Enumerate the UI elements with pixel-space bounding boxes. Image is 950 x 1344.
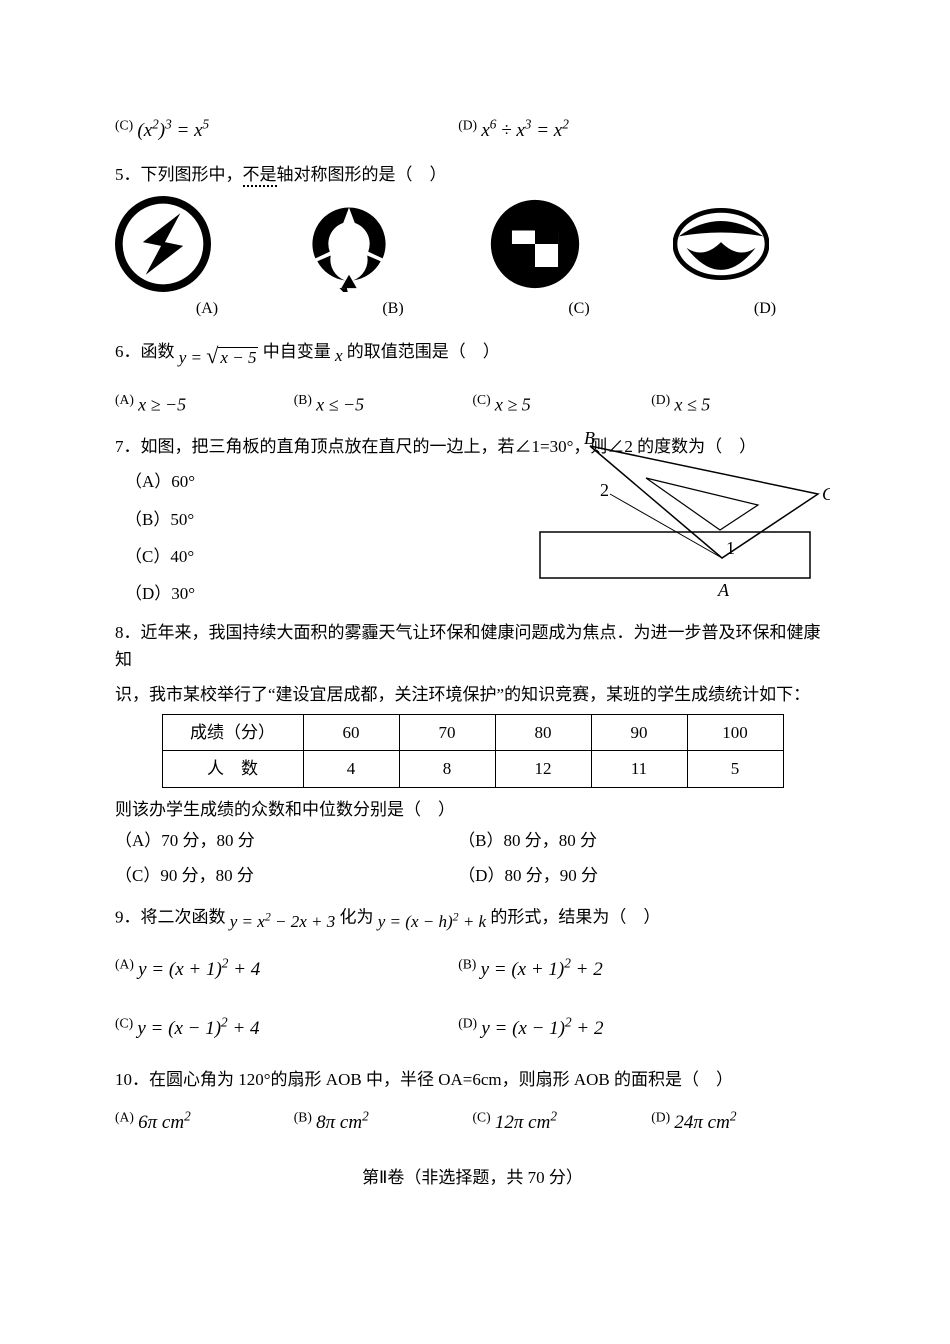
q8-a: （A）70 分，80 分 (115, 827, 458, 854)
q9-sa: 9．将二次函数 (115, 908, 230, 927)
q9-d: y = (x − 1)2 + 2 (481, 1018, 603, 1039)
q7-stem: 7．如图，把三角板的直角顶点放在直尺的一边上，若∠1=30°，则∠2 的度数为（… (115, 433, 830, 460)
q9-c: y = (x − 1)2 + 4 (137, 1018, 259, 1039)
q8-n2: 12 (495, 751, 591, 787)
q4-d-math: x6 ÷ x3 = x2 (481, 120, 569, 141)
q10-c: 12π cm2 (495, 1112, 557, 1133)
q5-shape-a (115, 196, 211, 292)
svg-text:2: 2 (600, 480, 609, 500)
q4-c-label: (C) (115, 118, 133, 133)
q6-d: x ≤ 5 (674, 395, 710, 415)
q10-b: 8π cm2 (316, 1112, 369, 1133)
q9-c-l: (C) (115, 1015, 133, 1030)
q9-sc: 的形式，结果为（ ） (490, 908, 660, 927)
q8-n0: 4 (303, 751, 399, 787)
q8-c3: 90 (591, 715, 687, 751)
q5-b-label: (B) (345, 296, 441, 322)
q8-stem1: 8．近年来，我国持续大面积的雾霾天气让环保和健康问题成为焦点．为进一步普及环保和… (115, 619, 830, 673)
q4-tail-options: (C) (x2)3 = x5 (D) x6 ÷ x3 = x2 (115, 110, 830, 151)
q8-b: （B）80 分，80 分 (458, 827, 801, 854)
q6-stem: 6．函数 y = √x − 5 中自变量 x 的取值范围是（ ） (115, 332, 830, 367)
q6-c: x ≥ 5 (495, 395, 531, 415)
q8-c: （C）90 分，80 分 (115, 862, 458, 889)
q6-c-label: (C) (473, 392, 491, 407)
q6-x: x (335, 346, 343, 365)
q6-b: x ≤ −5 (316, 395, 364, 415)
q6-a-label: (A) (115, 392, 134, 407)
section-2-header: 第Ⅱ卷（非选择题，共 70 分） (115, 1164, 830, 1191)
q10-d-l: (D) (651, 1109, 670, 1124)
q8-c2: 80 (495, 715, 591, 751)
q8-d: （D）80 分，90 分 (458, 862, 801, 889)
q9-b: y = (x + 1)2 + 2 (481, 959, 603, 980)
q8-table: 成绩（分） 60 70 80 90 100 人 数 4 8 12 11 5 (162, 714, 784, 787)
q5-shape-c (487, 196, 583, 292)
q8-c0: 60 (303, 715, 399, 751)
q5-shape-labels: (A) (B) (C) (D) (159, 296, 830, 322)
q6-stem-c: 的取值范围是（ ） (347, 342, 500, 361)
q8-th-count: 人 数 (162, 751, 303, 787)
q6-radicand: x − 5 (220, 348, 256, 367)
q9-stem: 9．将二次函数 y = x2 − 2x + 3 化为 y = (x − h)2 … (115, 903, 830, 931)
q8-c4: 100 (687, 715, 783, 751)
q9-f1: y = x2 − 2x + 3 (230, 912, 336, 931)
q8-n4: 5 (687, 751, 783, 787)
q9-a: y = (x + 1)2 + 4 (138, 959, 260, 980)
q9-b-l: (B) (458, 957, 476, 972)
q8-stem3: 则该办学生成绩的众数和中位数分别是（ ） (115, 796, 830, 823)
q6-d-label: (D) (651, 392, 670, 407)
svg-text:C: C (822, 484, 830, 504)
q8-n1: 8 (399, 751, 495, 787)
q9-d-l: (D) (458, 1015, 477, 1030)
q10-a-l: (A) (115, 1109, 134, 1124)
q5-emph: 不是 (243, 165, 277, 187)
q9-a-l: (A) (115, 957, 134, 972)
q5-stem: 5．下列图形中，不是轴对称图形的是（ ） (115, 161, 830, 188)
q6-a: x ≥ −5 (138, 395, 186, 415)
q10-d: 24π cm2 (674, 1112, 736, 1133)
q5-c-label: (C) (531, 296, 627, 322)
q5-a-label: (A) (159, 296, 255, 322)
q8-stem2: 识，我市某校举行了“建设宜居成都，关注环境保护”的知识竞赛，某班的学生成绩统计如… (115, 681, 830, 708)
q6-stem-a: 6．函数 (115, 342, 179, 361)
q8-c1: 70 (399, 715, 495, 751)
q8-th-score: 成绩（分） (162, 715, 303, 751)
q9-sb: 化为 (340, 908, 378, 927)
q10-stem: 10．在圆心角为 120°的扇形 AOB 中，半径 OA=6cm，则扇形 AOB… (115, 1066, 830, 1093)
q8-n3: 11 (591, 751, 687, 787)
q6-b-label: (B) (294, 392, 312, 407)
q4-c-math: (x2)3 = x5 (137, 120, 209, 141)
q5-shape-d (673, 196, 769, 292)
svg-text:1: 1 (726, 538, 735, 558)
q5-shape-b (301, 196, 397, 292)
q5-d-label: (D) (717, 296, 813, 322)
q9-f2: y = (x − h)2 + k (378, 912, 486, 931)
q10-a: 6π cm2 (138, 1112, 191, 1133)
q6-stem-b: 中自变量 (263, 342, 335, 361)
q5-stem-b: 轴对称图形的是（ ） (277, 165, 447, 184)
q4-d-label: (D) (458, 118, 477, 133)
q10-b-l: (B) (294, 1109, 312, 1124)
svg-text:A: A (717, 580, 730, 600)
q6-y-lhs: y = (179, 348, 202, 367)
q10-stem-text: 10．在圆心角为 120°的扇形 AOB 中，半径 OA=6cm，则扇形 AOB… (115, 1070, 733, 1089)
q5-stem-a: 5．下列图形中， (115, 165, 243, 184)
q10-c-l: (C) (473, 1109, 491, 1124)
